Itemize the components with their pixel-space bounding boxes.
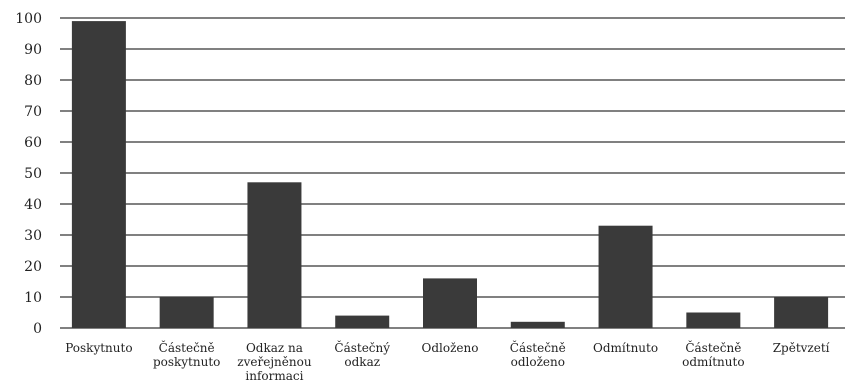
y-tick-label: 80	[24, 73, 42, 89]
y-tick-label: 10	[24, 290, 42, 306]
x-category-label: Částečný odkaz	[334, 339, 390, 369]
bar	[598, 225, 653, 328]
bar	[71, 21, 126, 328]
x-category-label: Poskytnuto	[65, 341, 132, 355]
x-category-label-line: Odmítnuto	[593, 341, 658, 355]
bars	[71, 21, 829, 328]
x-category-label-line: zveřejněnou	[237, 355, 312, 369]
y-tick-label: 70	[24, 104, 42, 120]
x-category-label: Odmítnuto	[593, 341, 658, 355]
y-axis-tick-labels: 0 10 20 30 40 50 60 70 80 90 100	[15, 11, 42, 337]
bar	[774, 297, 829, 328]
y-tick-label: 100	[15, 11, 42, 27]
y-tick-label: 90	[24, 42, 42, 58]
x-category-label: Odkaz na zveřejněnou informaci	[237, 341, 312, 383]
x-category-label-line: Částečně	[510, 339, 566, 355]
y-tick-label: 30	[24, 228, 42, 244]
x-category-label: Odloženo	[422, 341, 479, 355]
x-category-label-line: odloženo	[511, 355, 565, 369]
y-tick-label: 40	[24, 197, 42, 213]
x-category-label-line: Poskytnuto	[65, 341, 132, 355]
y-tick-label: 0	[33, 321, 42, 337]
x-category-label-line: informaci	[245, 369, 303, 383]
y-tick-label: 50	[24, 166, 42, 182]
x-category-label-line: Částečně	[685, 339, 741, 355]
x-category-label-line: Zpětvzetí	[773, 341, 830, 355]
x-category-label: Částečně odmítnuto	[682, 339, 744, 369]
y-tick-label: 60	[24, 135, 42, 151]
x-category-label-line: odmítnuto	[682, 355, 744, 369]
bar	[510, 321, 565, 328]
bar	[686, 312, 741, 328]
x-category-label-line: odkaz	[344, 355, 380, 369]
x-category-label: Zpětvzetí	[773, 341, 830, 355]
bar	[423, 278, 477, 328]
x-category-label: Částečně poskytnuto	[153, 339, 220, 369]
bar	[247, 182, 302, 328]
x-category-label-line: Částečně	[159, 339, 215, 355]
bar	[159, 297, 214, 328]
x-category-label-line: Částečný	[334, 339, 390, 355]
x-category-label: Částečně odloženo	[510, 339, 566, 369]
x-category-label-line: Odloženo	[422, 341, 479, 355]
y-tick-label: 20	[24, 259, 42, 275]
bar	[335, 315, 390, 328]
x-category-label-line: Odkaz na	[246, 341, 303, 355]
x-category-label-line: poskytnuto	[153, 355, 220, 369]
